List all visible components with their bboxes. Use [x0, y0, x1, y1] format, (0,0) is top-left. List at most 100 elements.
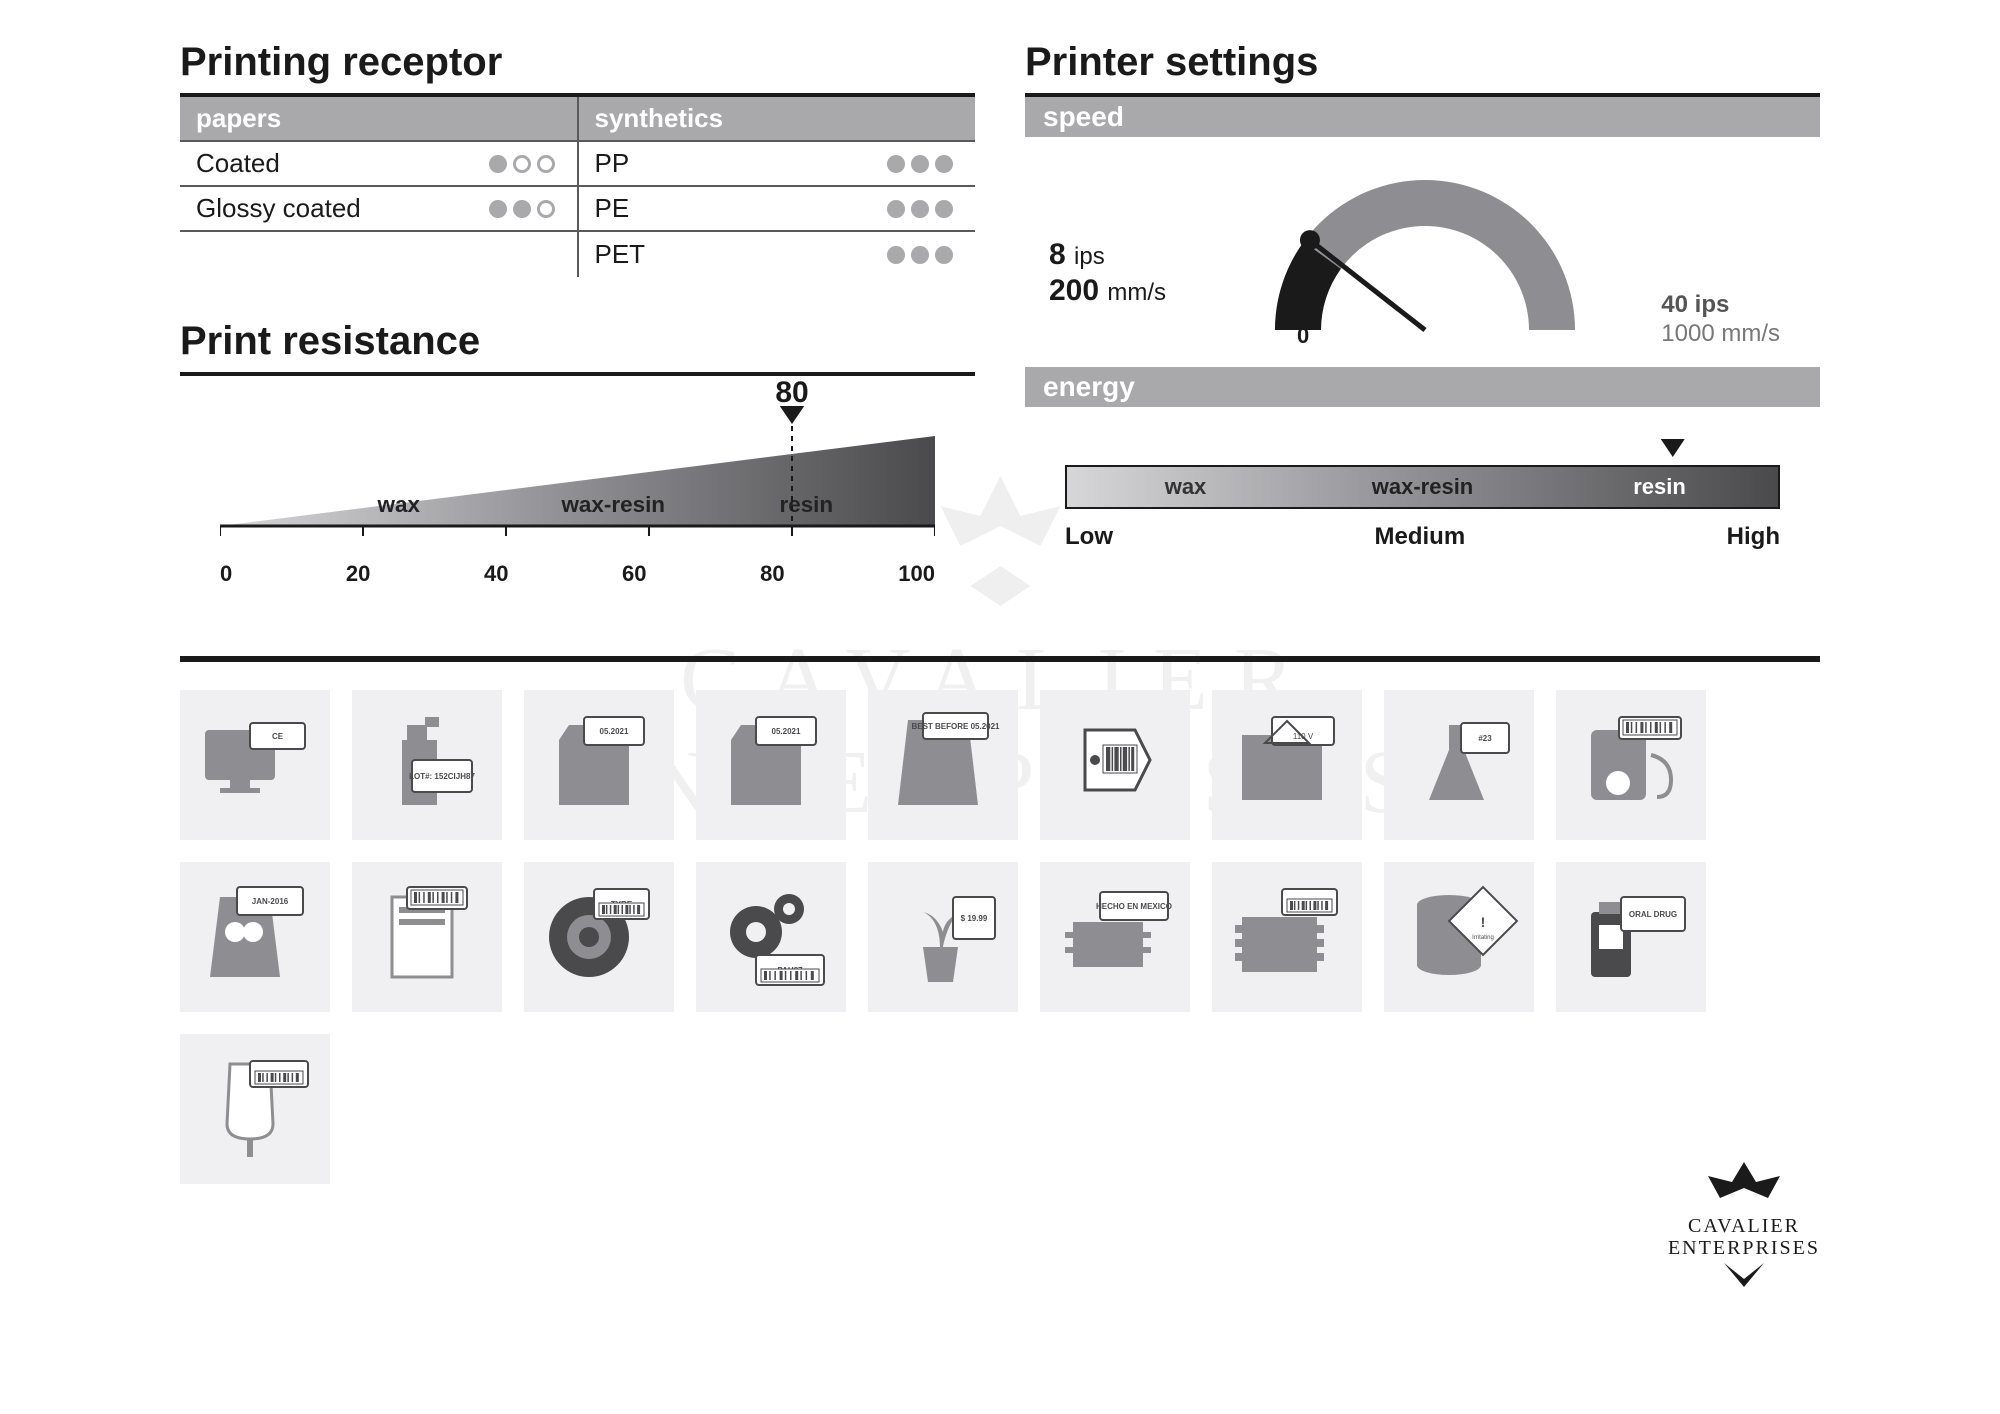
app-part-number-tag — [1040, 690, 1190, 840]
receptor-label: PET — [579, 239, 888, 270]
app-frozen-bag-date: 05.2021 — [524, 690, 674, 840]
app-tyre-barcode: TYRE — [524, 862, 674, 1012]
speed-max-mms: 1000 mm/s — [1661, 320, 1780, 347]
svg-text:JAN-2016: JAN-2016 — [252, 897, 289, 906]
tick-label: 60 — [622, 561, 646, 587]
rating-dot — [911, 246, 929, 264]
receptor-cell: PET — [579, 232, 976, 277]
rating-dot — [911, 200, 929, 218]
svg-text:05.2021: 05.2021 — [772, 727, 801, 736]
receptor-cell: PP — [579, 142, 976, 187]
app-plant-price: $ 19.99 — [868, 862, 1018, 1012]
applications-grid: CE LOT#: 152CIJH87 05.2021 05.2021 BEST BEFO… — [180, 690, 1820, 1184]
speed-gauge: 8 ips 200 mm/s 0 40 ips 1000 mm/s — [1025, 137, 1820, 367]
tick-label: 40 — [484, 561, 508, 587]
rating-dots — [489, 155, 577, 173]
rating-dots — [887, 246, 975, 264]
rating-dot — [935, 200, 953, 218]
svg-text:LOT#: 152CIJH87: LOT#: 152CIJH87 — [409, 772, 475, 781]
speed-ips-value: 8 — [1049, 238, 1066, 271]
svg-text:110 V: 110 V — [1293, 732, 1314, 741]
app-power-adapter — [1556, 690, 1706, 840]
rating-dot — [489, 155, 507, 173]
app-drum-irritating: ! Irritating — [1384, 862, 1534, 1012]
energy-segment: wax — [1067, 467, 1304, 507]
receptor-header-synthetics: synthetics — [579, 97, 976, 142]
svg-text:!: ! — [1481, 914, 1486, 930]
app-gear-pah87: PAH87 — [696, 862, 846, 1012]
receptor-title: Printing receptor — [180, 40, 975, 85]
app-heated-bag-date: 05.2021 — [696, 690, 846, 840]
app-food-best-before: BEST BEFORE 05.2021 — [868, 690, 1018, 840]
speed-header: speed — [1025, 97, 1820, 137]
rating-dot — [887, 155, 905, 173]
applications-rule — [180, 656, 1820, 662]
receptor-cell: Glossy coated — [180, 187, 579, 232]
receptor-cell — [180, 232, 579, 277]
printer-title: Printer settings — [1025, 40, 1820, 85]
receptor-label: Glossy coated — [180, 193, 489, 224]
receptor-label: PE — [579, 193, 888, 224]
receptor-cell: Coated — [180, 142, 579, 187]
svg-text:$ 19.99: $ 19.99 — [961, 914, 988, 923]
energy-label: Medium — [1375, 523, 1466, 551]
app-document-label — [352, 862, 502, 1012]
rating-dot — [537, 155, 555, 173]
rating-dot — [887, 246, 905, 264]
resistance-ticks: 0 20 40 60 80 100 — [220, 561, 935, 587]
rating-dot — [513, 200, 531, 218]
tick-label: 20 — [346, 561, 370, 587]
speed-mms-value: 200 — [1049, 274, 1099, 307]
energy-label: Low — [1065, 523, 1113, 551]
energy-segment: wax-resin — [1304, 467, 1541, 507]
receptor-label: PP — [579, 148, 888, 179]
receptor-table: papers synthetics Coated PP Glossy coated P… — [180, 97, 975, 277]
receptor-cell: PE — [579, 187, 976, 232]
energy-label: High — [1727, 523, 1780, 551]
energy-header: energy — [1025, 367, 1820, 407]
receptor-header-papers: papers — [180, 97, 579, 142]
speed-ips-unit: ips — [1074, 243, 1105, 270]
svg-text:#23: #23 — [1478, 734, 1492, 743]
rating-dot — [935, 155, 953, 173]
svg-text:05.2021: 05.2021 — [600, 727, 629, 736]
energy-chart: waxwax-resinresin LowMediumHigh — [1025, 407, 1820, 551]
receptor-label: Coated — [180, 148, 489, 179]
brand-logo: CAVALIER ENTERPRISES — [1668, 1160, 1820, 1294]
tick-label: 80 — [760, 561, 784, 587]
app-spray-bottle-lot: LOT#: 152CIJH87 — [352, 690, 502, 840]
rating-dots — [489, 200, 577, 218]
app-made-in-mexico: HECHO EN MEXICO — [1040, 862, 1190, 1012]
resistance-title: Print resistance — [180, 319, 975, 364]
rating-dot — [537, 200, 555, 218]
svg-text:HECHO EN MEXICO: HECHO EN MEXICO — [1096, 902, 1172, 911]
speed-zero: 0 — [1297, 323, 1309, 349]
tick-label: 0 — [220, 561, 232, 587]
app-lab-flask: #23 — [1384, 690, 1534, 840]
app-sterilized-tool: JAN-2016 — [180, 862, 330, 1012]
rating-dot — [887, 200, 905, 218]
svg-text:CE: CE — [272, 732, 284, 741]
tick-label: 100 — [898, 561, 935, 587]
app-blood-bag: A+ — [180, 1034, 330, 1184]
rating-dot — [935, 246, 953, 264]
speed-mms-unit: mm/s — [1107, 279, 1166, 306]
svg-text:wax-resin: wax-resin — [560, 492, 665, 517]
app-danger-voltage: 110 V — [1212, 690, 1362, 840]
resistance-chart: 80 wax wax-resin resin 0 20 40 60 80 100 — [180, 376, 975, 596]
app-oral-drug: ORAL DRUG — [1556, 862, 1706, 1012]
svg-text:ORAL DRUG: ORAL DRUG — [1629, 910, 1677, 919]
resistance-value: 80 — [775, 376, 808, 410]
rating-dot — [911, 155, 929, 173]
app-electronics-label: CE — [180, 690, 330, 840]
svg-text:BEST BEFORE 05.2021: BEST BEFORE 05.2021 — [911, 722, 1000, 731]
app-circuit-board: FHC152 — [1212, 862, 1362, 1012]
svg-text:resin: resin — [779, 492, 833, 517]
svg-text:wax: wax — [377, 492, 421, 517]
speed-max-ips: 40 ips — [1661, 291, 1729, 318]
rating-dot — [489, 200, 507, 218]
rating-dots — [887, 155, 975, 173]
rating-dots — [887, 200, 975, 218]
rating-dot — [513, 155, 531, 173]
svg-text:Irritating: Irritating — [1472, 935, 1494, 941]
